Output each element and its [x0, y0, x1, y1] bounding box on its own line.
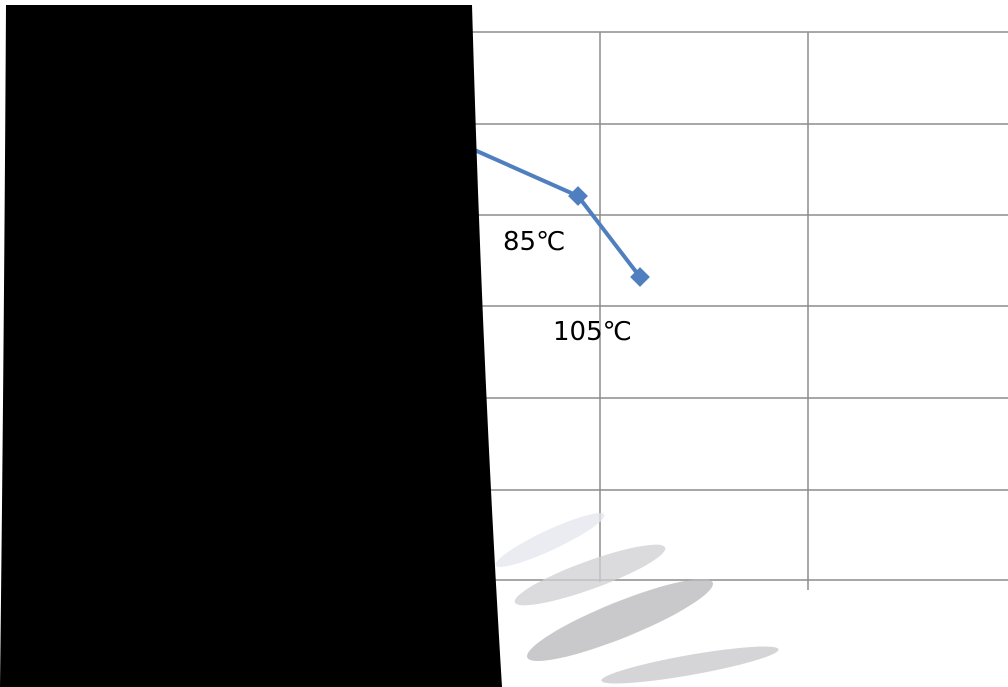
- series-line: [469, 146, 642, 279]
- streak: [514, 544, 666, 606]
- streak: [495, 513, 605, 567]
- streak: [527, 578, 713, 662]
- grid: [470, 31, 1008, 590]
- data-label: 105℃: [553, 317, 632, 347]
- occluding-shape: [0, 5, 502, 687]
- streak: [601, 646, 779, 684]
- data-label: 85℃: [503, 227, 565, 257]
- marker: [630, 267, 650, 287]
- streaks: [495, 513, 779, 684]
